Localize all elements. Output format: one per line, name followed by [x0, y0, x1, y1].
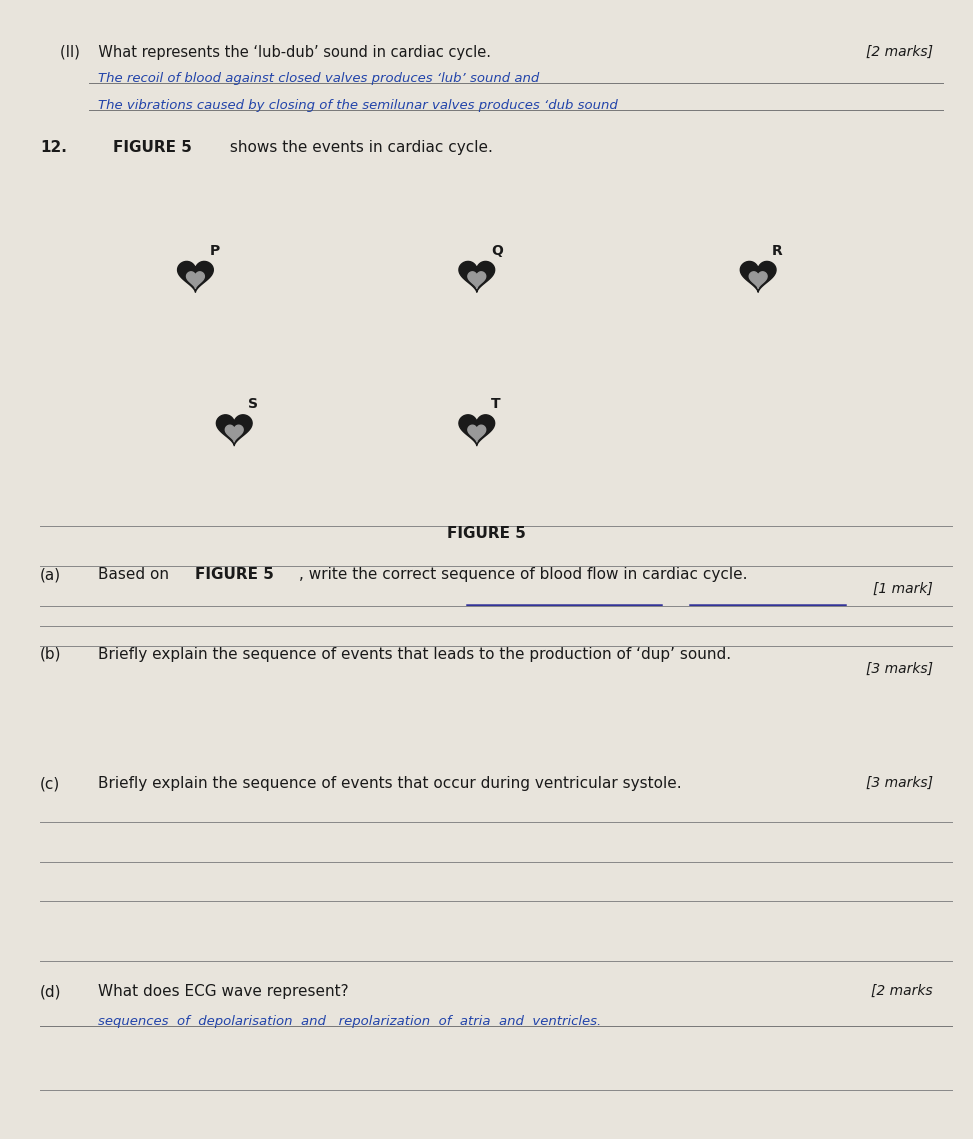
Text: 12.: 12.: [40, 140, 67, 155]
Text: (d): (d): [40, 984, 61, 999]
Polygon shape: [740, 262, 776, 292]
Text: The vibrations caused by closing of the semilunar valves produces ‘dub sound: The vibrations caused by closing of the …: [98, 99, 618, 112]
Text: FIGURE 5: FIGURE 5: [113, 140, 192, 155]
Text: shows the events in cardiac cycle.: shows the events in cardiac cycle.: [225, 140, 492, 155]
Text: (c): (c): [40, 777, 60, 792]
Text: Briefly explain the sequence of events that leads to the production of ‘dup’ sou: Briefly explain the sequence of events t…: [98, 647, 732, 662]
Polygon shape: [216, 415, 252, 445]
Text: (a): (a): [40, 567, 61, 582]
Polygon shape: [459, 262, 494, 292]
Text: R: R: [773, 244, 783, 257]
Text: P: P: [209, 244, 220, 257]
Polygon shape: [468, 425, 486, 442]
Polygon shape: [468, 272, 486, 288]
Polygon shape: [749, 272, 767, 288]
Text: What does ECG wave represent?: What does ECG wave represent?: [98, 984, 349, 999]
Polygon shape: [187, 272, 204, 288]
Text: (b): (b): [40, 647, 61, 662]
Text: , write the correct sequence of blood flow in cardiac cycle.: , write the correct sequence of blood fl…: [300, 567, 747, 582]
Polygon shape: [226, 425, 243, 442]
Text: Based on: Based on: [98, 567, 174, 582]
Polygon shape: [459, 415, 494, 445]
Text: T: T: [490, 398, 500, 411]
Text: Briefly explain the sequence of events that occur during ventricular systole.: Briefly explain the sequence of events t…: [98, 777, 682, 792]
Text: [2 marks: [2 marks: [871, 984, 933, 998]
Text: (II)    What represents the ‘lub-dub’ sound in cardiac cycle.: (II) What represents the ‘lub-dub’ sound…: [59, 44, 490, 59]
Text: [2 marks]: [2 marks]: [866, 44, 933, 58]
Text: [1 mark]: [1 mark]: [873, 582, 933, 596]
Text: S: S: [248, 398, 258, 411]
Text: FIGURE 5: FIGURE 5: [447, 526, 526, 541]
Text: FIGURE 5: FIGURE 5: [196, 567, 274, 582]
Polygon shape: [177, 262, 213, 292]
Text: sequences  of  depolarisation  and   repolarization  of  atria  and  ventricles.: sequences of depolarisation and repolari…: [98, 1015, 601, 1027]
Text: The recoil of blood against closed valves produces ‘lub’ sound and: The recoil of blood against closed valve…: [98, 72, 540, 84]
Text: Q: Q: [490, 244, 503, 257]
Text: [3 marks]: [3 marks]: [866, 662, 933, 675]
Text: [3 marks]: [3 marks]: [866, 777, 933, 790]
